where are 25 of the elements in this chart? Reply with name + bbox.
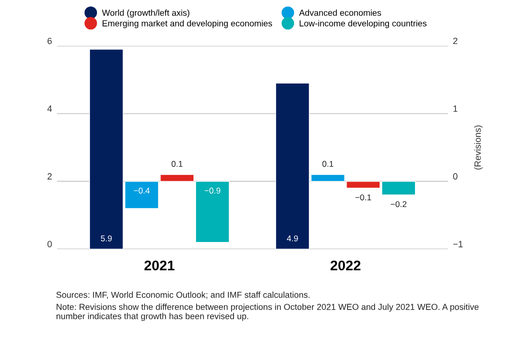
legend-label: Advanced economies (299, 9, 382, 16)
y2-tick-label: 0 (453, 173, 458, 180)
y-tick-label: 0 (47, 240, 52, 248)
y2-tick-label: 1 (453, 106, 458, 112)
y2-tick-label: 2 (453, 38, 458, 44)
y-tick-label: 6 (48, 38, 52, 44)
legend-label: World (growth/left axis) (102, 9, 190, 18)
x-tick-label: 2022 (330, 260, 360, 270)
y2-axis-title: (Revisions) (474, 125, 483, 170)
data-label: 4.9 (286, 235, 298, 242)
legend-label: Low-income developing countries (300, 20, 427, 28)
data-label: −0.9 (204, 188, 220, 194)
data-label: 5.9 (100, 235, 112, 242)
y-tick-label: 2 (48, 173, 52, 180)
y-tick-label: 4 (47, 106, 52, 112)
source-note: Sources: IMF, World Economic Outlook; and IMF staff calculations. (56, 292, 310, 299)
text: Note: Revisions show the difference between projections in October 2021 WEO and July 2021 WEO. A positive number indicates that growth has been revised up. (56, 304, 479, 321)
data-label: −0.1 (355, 194, 372, 200)
data-label: −0.2 (390, 201, 406, 208)
y2-tick-label: −1 (453, 241, 463, 248)
data-label: 0.1 (172, 160, 182, 167)
data-label: 0.1 (322, 160, 334, 167)
x-tick-label: 2021 (144, 260, 174, 270)
data-label: −0.4 (134, 188, 150, 194)
legend-label: Emerging market and developing economies (102, 20, 272, 28)
